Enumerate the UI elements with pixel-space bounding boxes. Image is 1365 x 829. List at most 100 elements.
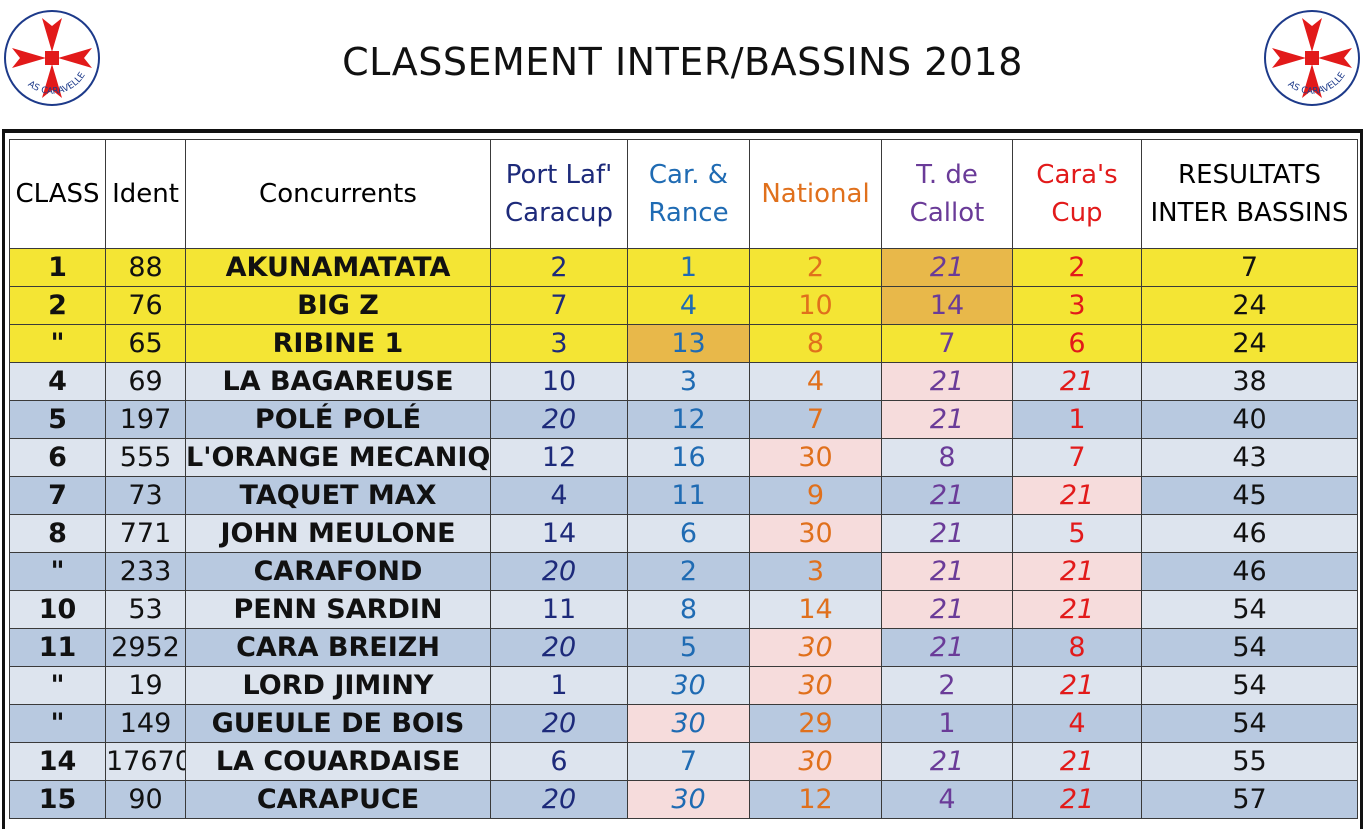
national-score-cell: 14 (749, 590, 882, 629)
tdc-score-cell: 21 (881, 628, 1013, 667)
car-score-cell: 6 (627, 514, 750, 553)
port-score-cell: 20 (490, 400, 628, 439)
car-score-cell: 4 (627, 286, 750, 325)
header-t-de-callot: T. de Callot (881, 139, 1013, 249)
result-cell: 24 (1141, 286, 1358, 325)
table-row: 15 90 CARAPUCE 20 30 12 4 21 57 (9, 780, 1358, 819)
national-score-cell: 30 (749, 514, 882, 553)
table-row: 5 197 POLÉ POLÉ 20 12 7 21 1 40 (9, 400, 1358, 439)
header-car-rance: Car. & Rance (627, 139, 750, 249)
national-score-cell: 30 (749, 438, 882, 477)
competitor-cell: LORD JIMINY (185, 666, 491, 705)
national-score-cell: 30 (749, 628, 882, 667)
port-score-cell: 4 (490, 476, 628, 515)
cup-score-cell: 5 (1012, 514, 1142, 553)
car-score-cell: 7 (627, 742, 750, 781)
as-caravelle-logo-right: AS CARAVELLE (1262, 8, 1362, 108)
header-car-line1: Car. & (648, 160, 729, 190)
ident-cell: 17670 (105, 742, 186, 781)
result-cell: 55 (1141, 742, 1358, 781)
header-tdc-line1: T. de (916, 160, 978, 190)
class-cell: " (9, 324, 106, 363)
result-cell: 24 (1141, 324, 1358, 363)
cup-score-cell: 21 (1012, 362, 1142, 401)
ident-cell: 197 (105, 400, 186, 439)
table-row: 1 88 AKUNAMATATA 2 1 2 21 2 7 (9, 248, 1358, 287)
cup-score-cell: 8 (1012, 628, 1142, 667)
result-cell: 38 (1141, 362, 1358, 401)
tdc-score-cell: 21 (881, 400, 1013, 439)
cup-score-cell: 21 (1012, 742, 1142, 781)
port-score-cell: 7 (490, 286, 628, 325)
ident-cell: 771 (105, 514, 186, 553)
port-score-cell: 2 (490, 248, 628, 287)
competitor-cell: AKUNAMATATA (185, 248, 491, 287)
result-cell: 54 (1141, 704, 1358, 743)
competitor-cell: POLÉ POLÉ (185, 400, 491, 439)
header-concurrents: Concurrents (185, 139, 491, 249)
cup-score-cell: 6 (1012, 324, 1142, 363)
competitor-cell: GUEULE DE BOIS (185, 704, 491, 743)
header-port-line2: Caracup (505, 198, 613, 228)
maltese-cross-icon: AS CARAVELLE (4, 10, 100, 106)
cup-score-cell: 21 (1012, 780, 1142, 819)
result-cell: 40 (1141, 400, 1358, 439)
competitor-cell: JOHN MEULONE (185, 514, 491, 553)
port-score-cell: 12 (490, 438, 628, 477)
car-score-cell: 1 (627, 248, 750, 287)
port-score-cell: 14 (490, 514, 628, 553)
maltese-cross-icon: AS CARAVELLE (1264, 10, 1360, 106)
competitor-cell: LA COUARDAISE (185, 742, 491, 781)
national-score-cell: 12 (749, 780, 882, 819)
cup-score-cell: 21 (1012, 666, 1142, 705)
national-score-cell: 29 (749, 704, 882, 743)
result-cell: 45 (1141, 476, 1358, 515)
standings-table-container: CLASS Ident Concurrents Port Laf' Caracu… (2, 129, 1363, 829)
national-score-cell: 7 (749, 400, 882, 439)
port-score-cell: 20 (490, 628, 628, 667)
class-cell: 10 (9, 590, 106, 629)
ident-cell: 73 (105, 476, 186, 515)
car-score-cell: 8 (627, 590, 750, 629)
competitor-cell: TAQUET MAX (185, 476, 491, 515)
car-score-cell: 30 (627, 780, 750, 819)
table-row: 2 76 BIG Z 7 4 10 14 3 24 (9, 286, 1358, 325)
result-cell: 46 (1141, 552, 1358, 591)
class-cell: 1 (9, 248, 106, 287)
class-cell: 5 (9, 400, 106, 439)
competitor-cell: PENN SARDIN (185, 590, 491, 629)
tdc-score-cell: 21 (881, 590, 1013, 629)
class-cell: " (9, 666, 106, 705)
class-cell: 11 (9, 628, 106, 667)
car-score-cell: 30 (627, 704, 750, 743)
header-cup-line1: Cara's (1036, 160, 1118, 190)
tdc-score-cell: 21 (881, 552, 1013, 591)
ident-cell: 2952 (105, 628, 186, 667)
header-caras-cup: Cara's Cup (1012, 139, 1142, 249)
table-row: 8 771 JOHN MEULONE 14 6 30 21 5 46 (9, 514, 1358, 553)
car-score-cell: 2 (627, 552, 750, 591)
class-cell: 7 (9, 476, 106, 515)
port-score-cell: 20 (490, 780, 628, 819)
class-cell: 2 (9, 286, 106, 325)
ident-cell: 233 (105, 552, 186, 591)
car-score-cell: 12 (627, 400, 750, 439)
class-cell: 6 (9, 438, 106, 477)
ident-cell: 88 (105, 248, 186, 287)
header-res-line1: RESULTATS (1178, 160, 1321, 190)
header-resultats: RESULTATS INTER BASSINS (1141, 139, 1358, 249)
car-score-cell: 5 (627, 628, 750, 667)
header-tdc-line2: Callot (909, 198, 985, 228)
competitor-cell: CARA BREIZH (185, 628, 491, 667)
port-score-cell: 6 (490, 742, 628, 781)
class-cell: 15 (9, 780, 106, 819)
national-score-cell: 10 (749, 286, 882, 325)
port-score-cell: 1 (490, 666, 628, 705)
tdc-score-cell: 21 (881, 362, 1013, 401)
car-score-cell: 16 (627, 438, 750, 477)
ident-cell: 555 (105, 438, 186, 477)
cup-score-cell: 21 (1012, 552, 1142, 591)
national-score-cell: 4 (749, 362, 882, 401)
national-score-cell: 2 (749, 248, 882, 287)
tdc-score-cell: 21 (881, 476, 1013, 515)
